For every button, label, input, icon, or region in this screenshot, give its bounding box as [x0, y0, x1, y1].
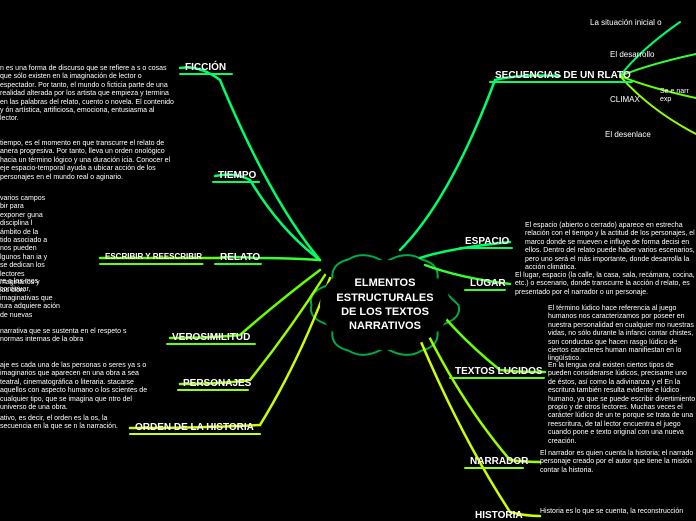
branch-label: HISTORIA — [475, 510, 523, 521]
branch-desc: re a los mos continuar, imaginativas que… — [0, 278, 60, 320]
branch-label: SECUENCIAS DE UN RLATO — [495, 70, 631, 81]
branch-label: ESPACIO — [465, 236, 509, 247]
branch-desc: Historia es lo que se cuenta, la reconst… — [540, 508, 683, 516]
branch-desc: El narrador es quien cuenta la historia;… — [540, 450, 696, 475]
branch-desc: El espacio (abierto o cerrado) aparece e… — [525, 222, 695, 272]
branch-desc: El término lúdico hace referencia al jue… — [548, 305, 696, 364]
branch-label: ORDEN DE LA HISTORIA — [135, 422, 254, 433]
branch-desc: n es una forma de discurso que se refier… — [0, 65, 175, 124]
branch-desc: narrativa que se sustenta en el respeto … — [0, 328, 130, 345]
branch-label: NARRADOR — [470, 456, 528, 467]
branch-desc: El lugar, espacio (la calle, la casa, sa… — [515, 272, 695, 297]
branch-label: El desarrollo — [610, 50, 654, 59]
branch-desc: En la lengua oral existen ciertos tipos … — [548, 362, 696, 446]
center-node: ELMENTOS ESTRUCTURALES DE LOS TEXTOS NAR… — [320, 260, 450, 350]
branch-label: ESCRIBIR Y REESCRIBIR — [105, 252, 202, 261]
branch-label: El desenlace — [605, 130, 651, 139]
branch-desc: ativo, es decir, el orden es la os, la s… — [0, 415, 118, 432]
branch-desc: aje es cada una de las personas o seres … — [0, 362, 160, 412]
branch-desc: tiempo, es el momento en que transcurre … — [0, 140, 175, 182]
branch-desc: Se e narr exp — [660, 88, 696, 105]
branch-label: TIEMPO — [218, 170, 256, 181]
branch-label: FICCIÓN — [185, 62, 226, 73]
branch-label: PERSONAJES — [183, 378, 251, 389]
branch-label: La situación inicial o — [590, 18, 662, 27]
branch-label: VEROSIMILITUD — [172, 332, 250, 343]
branch-label: RELATO — [220, 252, 260, 263]
branch-label: LUGAR — [470, 278, 506, 289]
branch-label: CLIMAX — [610, 95, 640, 104]
branch-label: TEXTOS LUCIDOS — [455, 366, 543, 377]
